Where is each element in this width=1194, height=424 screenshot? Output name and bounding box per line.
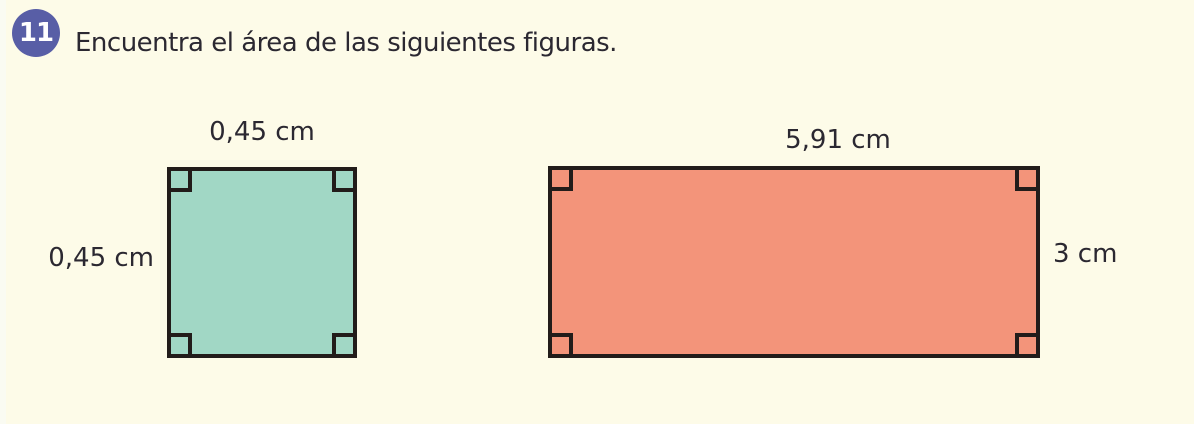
right-angle-marker (552, 170, 573, 191)
rectangle-width-label: 5,91 cm (785, 125, 891, 155)
square-width-label: 0,45 cm (209, 117, 315, 147)
exercise-number-badge: 11 (12, 9, 60, 57)
square-height-label: 0,45 cm (48, 243, 154, 273)
right-angle-marker (1015, 170, 1036, 191)
right-angle-marker (171, 333, 192, 354)
right-angle-marker (332, 171, 353, 192)
square-figure (167, 167, 357, 358)
right-angle-marker (332, 333, 353, 354)
rectangle-height-label: 3 cm (1053, 239, 1118, 269)
right-angle-marker (171, 171, 192, 192)
rectangle-figure (548, 166, 1040, 358)
right-angle-marker (552, 333, 573, 354)
page-edge-strip (0, 0, 6, 424)
exercise-title: Encuentra el área de las siguientes figu… (75, 28, 617, 58)
right-angle-marker (1015, 333, 1036, 354)
